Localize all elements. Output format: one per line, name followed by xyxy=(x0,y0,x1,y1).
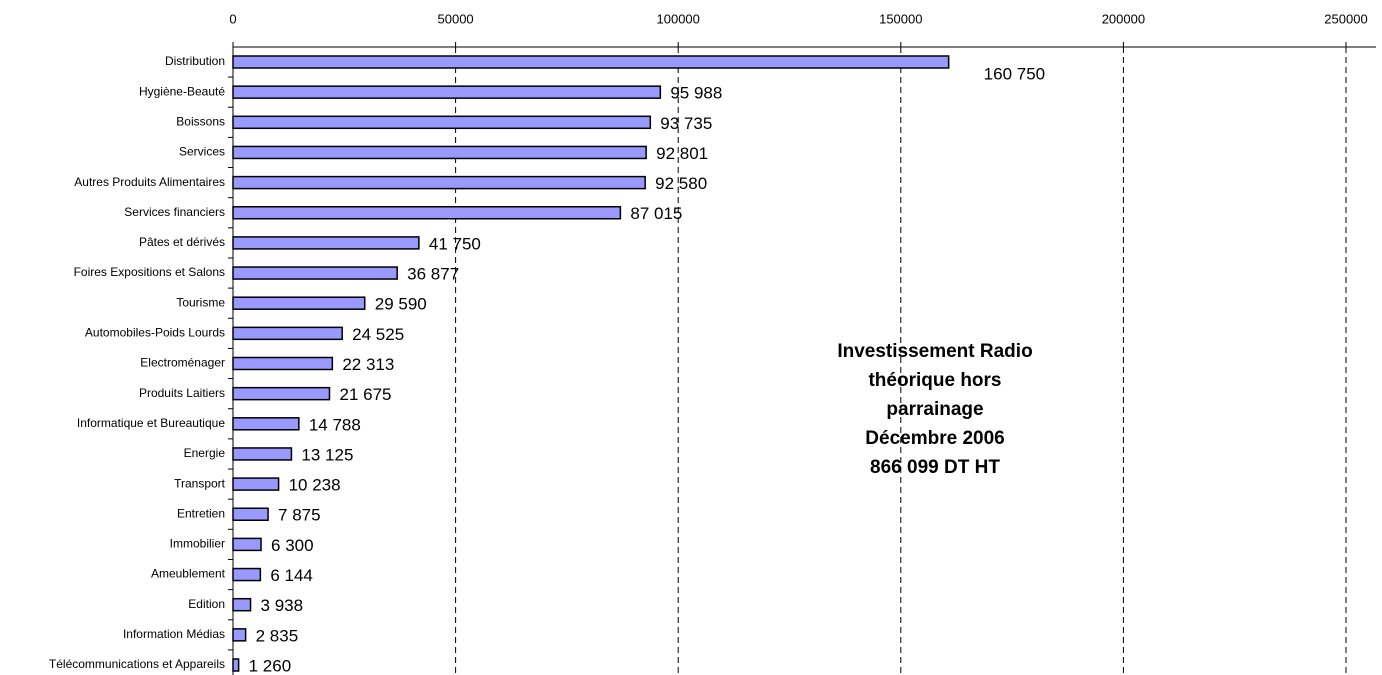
y-tick-label: Services financiers xyxy=(124,205,225,219)
bar xyxy=(232,447,293,461)
y-tick-label: Hygiène-Beauté xyxy=(139,84,225,98)
bar xyxy=(232,296,366,310)
value-label: 6 300 xyxy=(271,536,314,555)
x-tick-label: 150000 xyxy=(879,11,922,26)
x-tick-label: 200000 xyxy=(1102,11,1145,26)
x-tick-label: 100000 xyxy=(657,11,700,26)
y-tick-label: Télécommunications et Appareils xyxy=(49,657,225,671)
value-label: 29 590 xyxy=(375,295,427,314)
bar xyxy=(232,175,646,190)
value-label: 3 938 xyxy=(261,596,304,615)
y-tick-label: Produits Laitiers xyxy=(139,386,225,400)
y-tick-label: Autres Produits Alimentaires xyxy=(74,175,225,189)
annotation: 866 099 DT HT xyxy=(870,457,1000,478)
bar xyxy=(232,55,950,69)
value-label: 95 988 xyxy=(670,84,722,103)
bar xyxy=(232,628,247,642)
y-tick-label: Tourisme xyxy=(176,295,225,309)
value-label: 87 015 xyxy=(630,204,682,223)
value-label: 93 735 xyxy=(660,114,712,133)
annotation: théorique hors xyxy=(868,370,1001,391)
bar xyxy=(232,206,622,220)
value-label: 21 675 xyxy=(339,385,391,404)
x-tick-label: 0 xyxy=(229,11,236,26)
y-tick-label: Energie xyxy=(184,446,226,460)
value-label: 13 125 xyxy=(301,445,353,464)
bar xyxy=(232,266,398,280)
x-tick-label: 250000 xyxy=(1324,11,1367,26)
value-label: 41 750 xyxy=(429,234,481,253)
y-tick-label: Ameublement xyxy=(151,567,226,581)
bar xyxy=(232,477,280,491)
bar xyxy=(232,326,343,341)
bar xyxy=(232,386,331,401)
value-label: 22 313 xyxy=(342,355,394,374)
bar xyxy=(232,145,647,160)
value-label: 92 580 xyxy=(655,174,707,193)
value-label: 92 801 xyxy=(656,144,708,163)
bar xyxy=(232,537,262,552)
y-tick-label: Information Médias xyxy=(123,627,225,641)
y-tick-label: Entretien xyxy=(177,506,225,520)
value-label: 10 238 xyxy=(289,476,341,495)
y-tick-label: Informatique et Bureautique xyxy=(77,416,225,430)
value-label: 7 875 xyxy=(278,506,321,525)
annotation: Investissement Radio xyxy=(837,341,1032,362)
value-label: 14 788 xyxy=(309,415,361,434)
bar xyxy=(232,356,334,371)
y-tick-label: Transport xyxy=(174,476,226,490)
value-label: 6 144 xyxy=(270,566,313,585)
annotation: parrainage xyxy=(886,399,983,420)
y-tick-label: Edition xyxy=(188,597,225,611)
y-tick-label: Automobiles-Poids Lourds xyxy=(85,326,225,340)
annotation: Décembre 2006 xyxy=(865,428,1004,449)
bar xyxy=(232,236,420,250)
value-label: 1 260 xyxy=(249,656,292,675)
bar xyxy=(232,417,300,431)
value-label: 24 525 xyxy=(352,325,404,344)
value-label: 36 877 xyxy=(407,265,459,284)
y-tick-label: Electroménager xyxy=(140,356,225,370)
y-tick-label: Services xyxy=(179,145,225,159)
y-tick-label: Boissons xyxy=(176,114,225,128)
bar xyxy=(232,85,662,99)
y-tick-label: Pâtes et dérivés xyxy=(139,235,225,249)
x-tick-label: 50000 xyxy=(438,11,474,26)
bar xyxy=(232,115,652,130)
value-label: 160 750 xyxy=(984,64,1045,83)
y-tick-label: Immobilier xyxy=(170,537,225,551)
bar xyxy=(232,567,262,582)
y-tick-label: Foires Expositions et Salons xyxy=(74,265,225,279)
value-label: 2 835 xyxy=(256,626,299,645)
bar xyxy=(232,597,252,612)
y-tick-label: Distribution xyxy=(165,54,225,68)
bar xyxy=(232,507,269,521)
bar xyxy=(232,658,240,672)
